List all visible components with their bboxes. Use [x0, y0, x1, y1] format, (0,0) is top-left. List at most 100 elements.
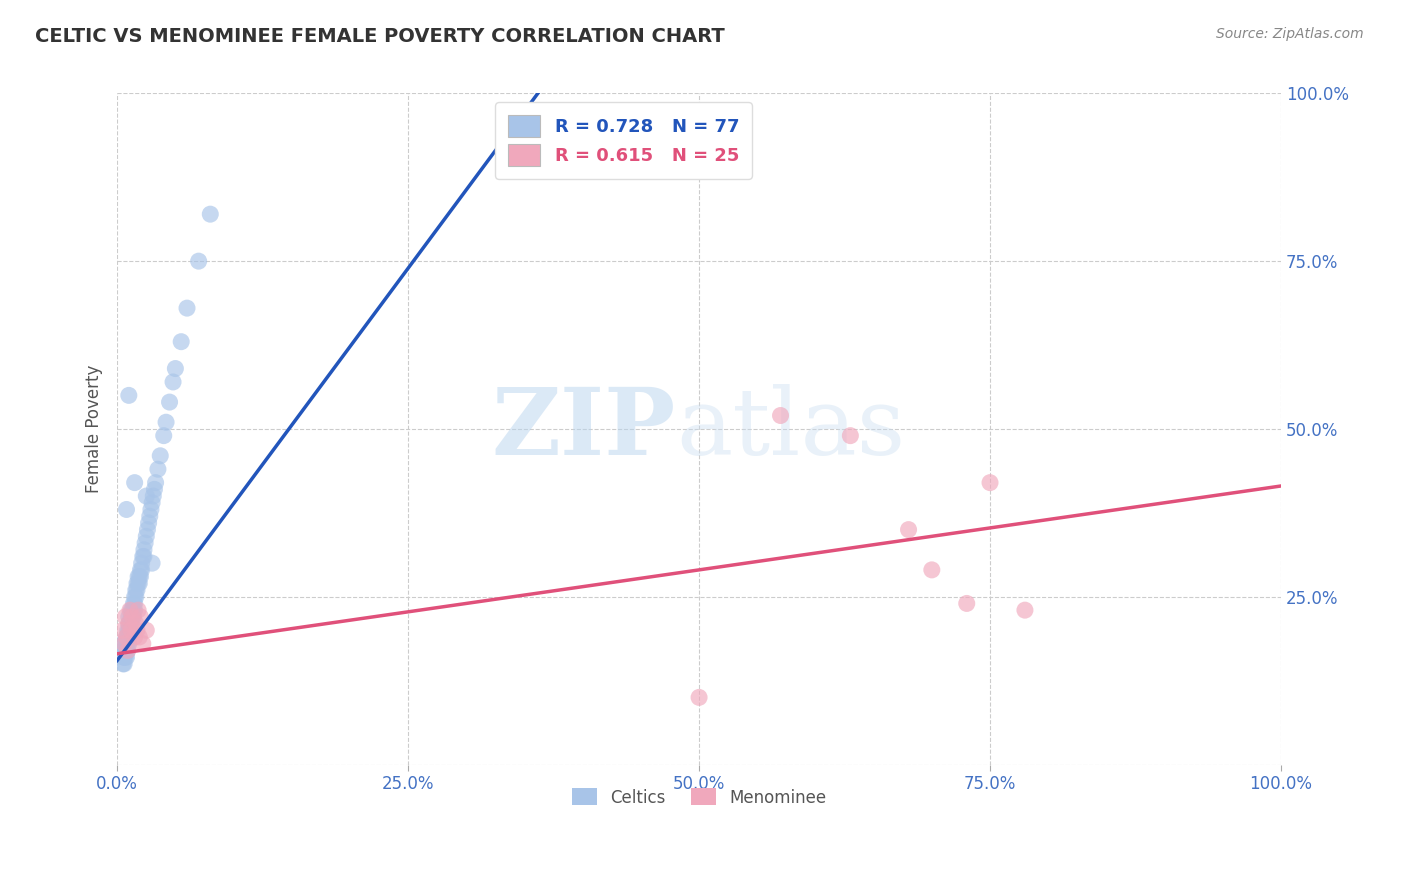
Point [115, 630, 138, 644]
Point [132, 542, 155, 557]
Point [128, 630, 150, 644]
Point [129, 610, 152, 624]
Point [111, 650, 134, 665]
Point [139, 509, 162, 524]
Text: CELTIC VS MENOMINEE FEMALE POVERTY CORRELATION CHART: CELTIC VS MENOMINEE FEMALE POVERTY CORRE… [35, 27, 725, 45]
Point [152, 428, 174, 442]
Point [688, 690, 710, 705]
Point [114, 650, 136, 665]
Point [132, 549, 155, 564]
Point [112, 643, 135, 657]
Point [165, 361, 187, 376]
Point [117, 624, 139, 638]
Point [115, 637, 138, 651]
Point [125, 582, 148, 597]
Text: Source: ZipAtlas.com: Source: ZipAtlas.com [1216, 27, 1364, 41]
Point [176, 301, 198, 315]
Point [127, 603, 149, 617]
Point [187, 254, 209, 268]
Point [118, 610, 141, 624]
Point [112, 657, 135, 671]
Point [117, 637, 139, 651]
Point [114, 610, 136, 624]
Point [118, 616, 141, 631]
Point [118, 624, 141, 638]
Point [111, 657, 134, 671]
Point [135, 624, 157, 638]
Point [159, 395, 181, 409]
Point [143, 483, 166, 497]
Point [135, 489, 157, 503]
Point [112, 637, 135, 651]
Point [120, 624, 142, 638]
Point [117, 630, 139, 644]
Point [1014, 603, 1036, 617]
Legend: Celtics, Menominee: Celtics, Menominee [565, 781, 832, 814]
Point [170, 334, 193, 349]
Point [118, 603, 141, 617]
Point [115, 643, 138, 657]
Point [122, 603, 145, 617]
Point [131, 556, 153, 570]
Point [125, 582, 148, 597]
Point [124, 596, 146, 610]
Point [120, 610, 142, 624]
Point [129, 569, 152, 583]
Point [115, 650, 138, 665]
Point [136, 523, 159, 537]
Point [139, 502, 162, 516]
Point [897, 523, 920, 537]
Point [121, 603, 143, 617]
Point [979, 475, 1001, 490]
Point [134, 536, 156, 550]
Point [162, 375, 184, 389]
Point [128, 569, 150, 583]
Point [111, 624, 134, 638]
Point [112, 650, 135, 665]
Point [141, 496, 163, 510]
Point [120, 616, 142, 631]
Point [111, 643, 134, 657]
Point [155, 415, 177, 429]
Point [200, 207, 222, 221]
Point [132, 549, 155, 564]
Point [124, 603, 146, 617]
Point [117, 643, 139, 657]
Point [120, 603, 142, 617]
Point [124, 630, 146, 644]
Point [125, 624, 148, 638]
Point [124, 590, 146, 604]
Point [129, 563, 152, 577]
Point [128, 576, 150, 591]
Point [118, 388, 141, 402]
Point [839, 428, 862, 442]
Point [115, 502, 138, 516]
Point [114, 643, 136, 657]
Point [118, 616, 141, 631]
Point [132, 637, 155, 651]
Point [114, 637, 136, 651]
Point [146, 462, 169, 476]
Point [145, 475, 167, 490]
Point [125, 590, 148, 604]
Point [127, 569, 149, 583]
Point [135, 529, 157, 543]
Point [121, 610, 143, 624]
Point [131, 563, 153, 577]
Point [149, 449, 172, 463]
Point [122, 596, 145, 610]
Point [921, 563, 943, 577]
Point [141, 556, 163, 570]
Point [118, 624, 141, 638]
Point [111, 637, 134, 651]
Point [118, 637, 141, 651]
Point [124, 475, 146, 490]
Point [118, 616, 141, 631]
Text: ZIP: ZIP [492, 384, 676, 474]
Point [138, 516, 160, 530]
Point [142, 489, 165, 503]
Point [122, 610, 145, 624]
Point [125, 616, 148, 631]
Point [118, 630, 141, 644]
Point [121, 610, 143, 624]
